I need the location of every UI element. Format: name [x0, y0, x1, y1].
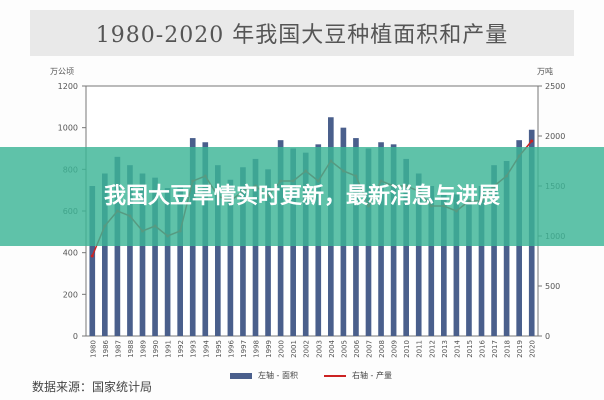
- bar: [478, 186, 485, 336]
- right-tick-label: 0: [545, 332, 550, 341]
- bar: [89, 186, 96, 336]
- x-tick-label: 2000: [278, 340, 286, 358]
- x-tick-label: 1986: [102, 339, 110, 357]
- bar: [466, 200, 472, 336]
- bar: [127, 165, 133, 336]
- right-axis-unit: 万吨: [537, 67, 553, 76]
- bar: [102, 173, 108, 336]
- bar: [240, 167, 246, 336]
- x-tick-label: 1990: [152, 340, 160, 358]
- x-tick-label: 2005: [340, 340, 348, 358]
- right-tick-label: 2500: [545, 82, 565, 91]
- left-tick-label: 400: [63, 249, 78, 258]
- headline-text: 我国大豆旱情实时更新，最新消息与进展: [103, 183, 500, 209]
- x-tick-label: 1987: [114, 340, 122, 358]
- bar: [152, 177, 158, 336]
- legend-item-output: 右轴 - 产量: [323, 370, 392, 381]
- x-tick-label: 2017: [491, 340, 499, 358]
- right-tick-label: 2000: [545, 132, 565, 141]
- bar: [503, 161, 510, 336]
- x-tick-label: 2003: [315, 340, 323, 358]
- x-tick-label: 2009: [391, 340, 399, 358]
- x-tick-label: 1989: [140, 340, 148, 358]
- legend-label-output: 右轴 - 产量: [351, 371, 392, 380]
- left-tick-label: 0: [73, 332, 78, 341]
- bar: [177, 186, 183, 336]
- x-tick-label: 1992: [177, 340, 185, 358]
- x-tick-label: 2006: [353, 339, 361, 357]
- left-tick-label: 1200: [58, 82, 78, 91]
- line-point: [90, 254, 94, 258]
- x-tick-label: 2008: [378, 340, 386, 358]
- legend-swatch-line: [323, 374, 346, 377]
- x-tick-label: 1980: [89, 340, 97, 358]
- bar: [265, 169, 271, 336]
- x-tick-label: 2019: [516, 340, 524, 358]
- x-tick-label: 1991: [165, 340, 173, 358]
- bar: [227, 179, 234, 336]
- right-tick-label: 500: [545, 282, 560, 291]
- x-tick-label: 2012: [428, 340, 436, 358]
- chart-title: 1980-2020 年我国大豆种植面积和产量: [95, 23, 509, 48]
- x-tick-label: 2013: [441, 340, 449, 358]
- x-tick-label: 1994: [202, 339, 210, 357]
- left-tick-label: 200: [63, 290, 78, 299]
- bar: [441, 194, 447, 336]
- x-tick-label: 1997: [240, 340, 248, 358]
- bar: [139, 173, 146, 336]
- x-tick-label: 1995: [215, 340, 223, 358]
- bar: [453, 194, 460, 336]
- x-tick-label: 1998: [253, 340, 261, 358]
- bar: [491, 165, 497, 336]
- bar: [415, 173, 422, 336]
- x-tick-label: 2018: [504, 340, 512, 358]
- x-tick-label: 1988: [127, 340, 135, 358]
- x-tick-label: 1996: [227, 339, 235, 357]
- bar: [114, 156, 121, 336]
- left-tick-label: 1000: [58, 124, 78, 133]
- bar: [403, 158, 409, 336]
- x-tick-label: 2020: [529, 340, 537, 358]
- headline-banner: 我国大豆旱情实时更新，最新消息与进展: [0, 147, 604, 246]
- line-point: [530, 139, 534, 143]
- data-source-note: 数据来源：国家统计局: [32, 380, 153, 394]
- x-tick-label: 2014: [453, 339, 461, 357]
- x-tick-label: 2011: [416, 340, 424, 358]
- left-axis-unit: 万公顷: [50, 67, 74, 76]
- bar: [252, 158, 259, 336]
- x-tick-label: 1999: [265, 340, 273, 358]
- chart-title-banner: 1980-2020 年我国大豆种植面积和产量: [30, 10, 574, 56]
- bar: [164, 188, 171, 336]
- x-tick-label: 2015: [466, 340, 474, 358]
- x-tick-label: 1993: [190, 340, 198, 358]
- legend-label-area: 左轴 - 面积: [258, 371, 298, 380]
- chart-legend: 左轴 - 面积 右轴 - 产量: [230, 370, 410, 381]
- x-tick-label: 2016: [479, 339, 487, 357]
- x-tick-label: 2002: [303, 340, 311, 358]
- x-tick-label: 2010: [403, 340, 411, 358]
- x-tick-label: 2007: [366, 340, 374, 358]
- legend-item-area: 左轴 - 面积: [230, 370, 298, 381]
- bar: [428, 186, 435, 336]
- x-tick-label: 2004: [328, 339, 336, 357]
- legend-swatch-bar: [230, 372, 252, 379]
- x-tick-label: 2001: [290, 340, 298, 358]
- bar: [215, 165, 221, 336]
